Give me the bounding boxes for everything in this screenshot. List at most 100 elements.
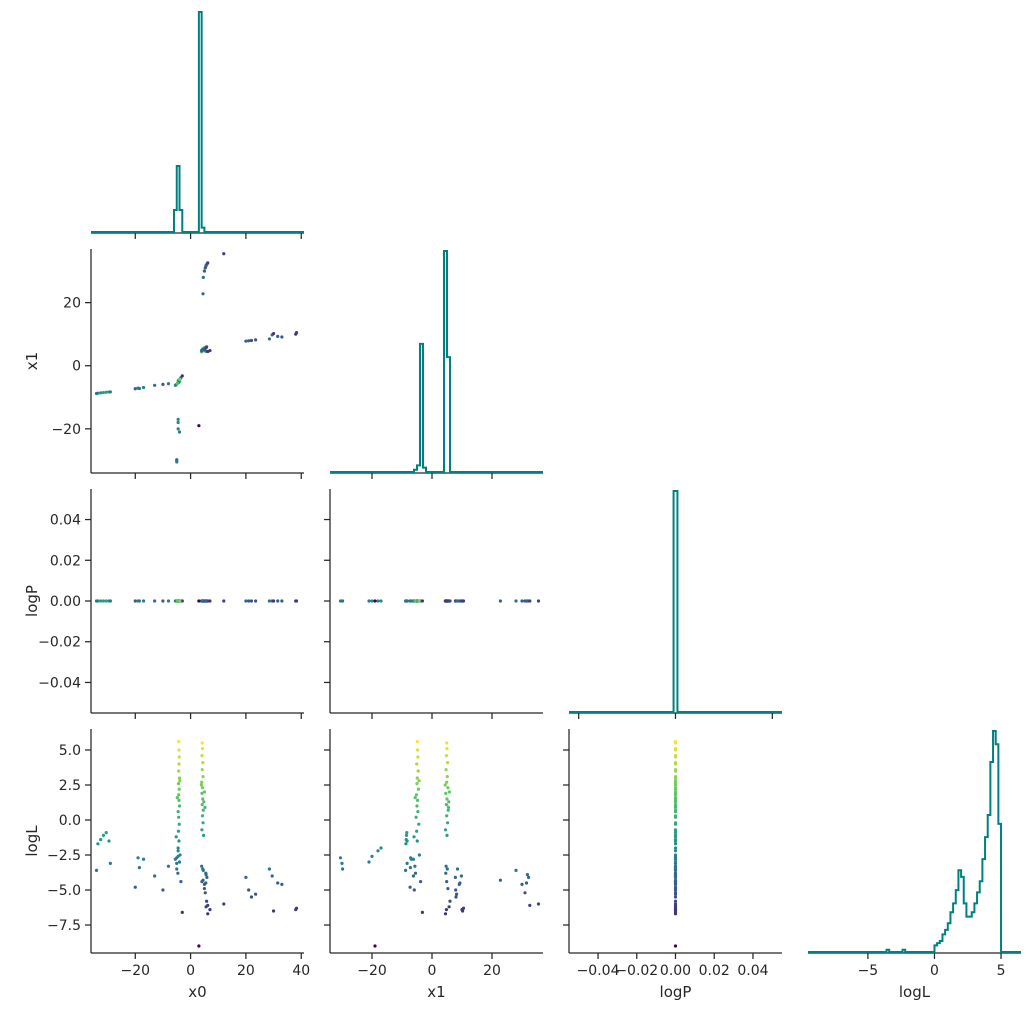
y-tick-label: −2.5 bbox=[47, 848, 81, 864]
scatter-point bbox=[445, 797, 449, 801]
scatter-point bbox=[444, 871, 448, 875]
y-tick-label: 0.00 bbox=[50, 594, 81, 610]
scatter-point bbox=[203, 805, 207, 810]
scatter-point bbox=[222, 599, 226, 603]
scatter-point bbox=[405, 831, 409, 835]
scatter-point bbox=[176, 810, 180, 814]
scatter-point bbox=[137, 866, 142, 870]
scatter-point bbox=[108, 390, 112, 394]
scatter-point bbox=[444, 754, 448, 758]
scatter-point bbox=[536, 902, 541, 906]
scatter-point bbox=[166, 864, 171, 868]
scatter-point bbox=[201, 808, 205, 812]
scatter-point bbox=[247, 339, 251, 343]
scatter-point bbox=[177, 430, 182, 434]
scatter-point bbox=[673, 747, 678, 751]
scatter-point bbox=[673, 833, 678, 838]
histogram-x0 bbox=[91, 11, 304, 233]
scatter-point bbox=[201, 275, 205, 279]
scatter-point bbox=[175, 460, 179, 464]
scatter-point bbox=[101, 833, 106, 838]
scatter-point bbox=[367, 599, 371, 603]
scatter-point bbox=[200, 754, 204, 758]
scatter-point bbox=[415, 762, 419, 766]
scatter-point bbox=[673, 867, 678, 871]
scatter-point bbox=[528, 599, 532, 603]
scatter-point bbox=[200, 747, 205, 751]
scatter-point bbox=[96, 842, 100, 846]
scatter-point bbox=[177, 776, 182, 780]
scatter-point bbox=[176, 829, 181, 833]
scatter-point bbox=[177, 787, 181, 791]
panel-logL-vs-logP: −0.04−0.02 0.00 0.02 0.04 logP bbox=[563, 729, 782, 1001]
scatter-point bbox=[244, 875, 248, 880]
scatter-point bbox=[446, 887, 450, 891]
scatter-point bbox=[414, 815, 418, 819]
scatter-point bbox=[280, 335, 284, 339]
scatter-point bbox=[201, 868, 205, 873]
scatter-point bbox=[176, 420, 180, 425]
x-tick-label: 0 bbox=[186, 963, 195, 979]
scatter-point bbox=[446, 808, 450, 812]
scatter-point bbox=[446, 761, 450, 765]
scatter-point bbox=[99, 599, 103, 603]
scatter-point bbox=[177, 793, 181, 797]
y-tick-label: 0 bbox=[72, 359, 81, 375]
y-tick-label: −20 bbox=[51, 422, 81, 438]
scatter-point bbox=[201, 797, 205, 801]
x-tick-label: 0.02 bbox=[699, 963, 730, 979]
scatter-point bbox=[416, 810, 420, 814]
scatter-point bbox=[673, 944, 678, 948]
scatter-point bbox=[376, 849, 380, 853]
scatter-point bbox=[408, 866, 412, 870]
y-tick-label: −0.02 bbox=[38, 635, 81, 651]
scatter-point bbox=[176, 427, 180, 431]
scatter-point bbox=[445, 780, 449, 784]
y-axis-label: logP bbox=[23, 585, 41, 617]
x-tick-label: −0.02 bbox=[615, 963, 658, 979]
scatter-point bbox=[294, 906, 299, 910]
scatter-point bbox=[176, 417, 180, 421]
scatter-point bbox=[416, 798, 420, 803]
scatter-point bbox=[175, 458, 179, 462]
scatter-point bbox=[176, 846, 180, 850]
scatter-point bbox=[222, 252, 226, 256]
scatter-point bbox=[412, 835, 416, 839]
scatter-point bbox=[444, 791, 448, 796]
scatter-point bbox=[174, 835, 178, 839]
scatter-point bbox=[141, 599, 146, 603]
scatter-point bbox=[173, 857, 177, 861]
scatter-point bbox=[179, 880, 183, 884]
scatter-point bbox=[338, 856, 343, 860]
scatter-point bbox=[200, 864, 204, 868]
scatter-point bbox=[444, 864, 448, 868]
scatter-point bbox=[197, 599, 201, 603]
scatter-point bbox=[446, 786, 450, 790]
scatter-point bbox=[525, 873, 530, 877]
scatter-point bbox=[412, 888, 416, 892]
scatter-point bbox=[673, 895, 678, 899]
y-tick-label: 5.0 bbox=[59, 743, 81, 759]
scatter-point bbox=[204, 881, 208, 885]
scatter-point bbox=[294, 331, 299, 335]
scatter-point bbox=[133, 387, 137, 391]
scatter-point bbox=[177, 755, 181, 759]
scatter-point bbox=[177, 822, 181, 826]
panel-x1-vs-x0: −20 0 20 x1 bbox=[23, 249, 304, 479]
scatter-point bbox=[201, 761, 205, 765]
scatter-point bbox=[673, 849, 678, 853]
scatter-point bbox=[280, 882, 284, 887]
histogram-x1 bbox=[330, 250, 543, 473]
scatter-point bbox=[161, 382, 165, 386]
scatter-point bbox=[446, 821, 450, 825]
x-tick-label: −0.04 bbox=[577, 963, 620, 979]
scatter-point bbox=[514, 599, 518, 603]
scatter-point bbox=[200, 780, 204, 784]
scatter-point bbox=[267, 599, 272, 603]
scatter-point bbox=[133, 599, 137, 603]
scatter-point bbox=[445, 833, 449, 838]
scatter-point bbox=[176, 849, 180, 853]
scatter-point bbox=[673, 800, 678, 804]
scatter-point bbox=[175, 599, 179, 603]
scatter-point bbox=[673, 882, 678, 887]
